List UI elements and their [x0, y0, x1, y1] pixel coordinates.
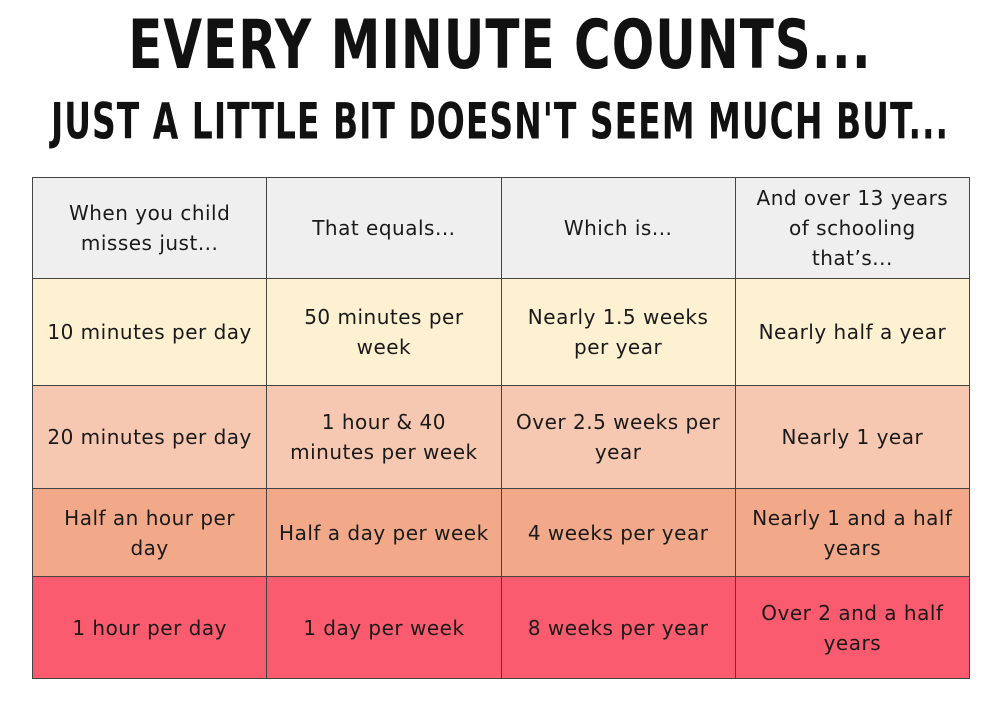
header-cell: And over 13 years of schooling that’s...: [734, 177, 971, 279]
table-cell: Nearly half a year: [734, 278, 971, 386]
table-cell: Half a day per week: [266, 488, 502, 577]
table-cell: Nearly 1.5 weeks per year: [500, 278, 736, 386]
table-cell: 1 day per week: [266, 576, 502, 679]
table-cell: Over 2 and a half years: [734, 576, 971, 679]
table-cell: Over 2.5 weeks per year: [500, 385, 736, 489]
header-cell: When you child misses just...: [31, 177, 268, 279]
header-cell: Which is...: [500, 177, 736, 279]
table-row: Half an hour per day Half a day per week 4…: [31, 488, 971, 577]
title: EVERY MINUTE COUNTS...: [128, 6, 872, 85]
table: When you child misses just... That equals…: [31, 177, 971, 679]
table-cell: 1 hour per day: [31, 576, 268, 679]
table-cell: Nearly 1 and a half years: [734, 488, 971, 577]
table-cell: 10 minutes per day: [31, 278, 268, 386]
subtitle: JUST A LITTLE BIT DOESN'T SEEM MUCH BUT.…: [50, 92, 950, 151]
table-cell: 8 weeks per year: [500, 576, 736, 679]
table-cell: Nearly 1 year: [734, 385, 971, 489]
header-cell: That equals...: [266, 177, 502, 279]
table-row: 20 minutes per day 1 hour & 40 minutes pe…: [31, 385, 971, 489]
table-row: 1 hour per day 1 day per week 8 weeks per …: [31, 576, 971, 679]
table-cell: 20 minutes per day: [31, 385, 268, 489]
table-cell: Half an hour per day: [31, 488, 268, 577]
table-cell: 50 minutes per week: [266, 278, 502, 386]
table-row: 10 minutes per day 50 minutes per week Nea…: [31, 278, 971, 386]
table-cell: 4 weeks per year: [500, 488, 736, 577]
header-row: When you child misses just... That equals…: [31, 177, 971, 279]
table-cell: 1 hour & 40 minutes per week: [266, 385, 502, 489]
